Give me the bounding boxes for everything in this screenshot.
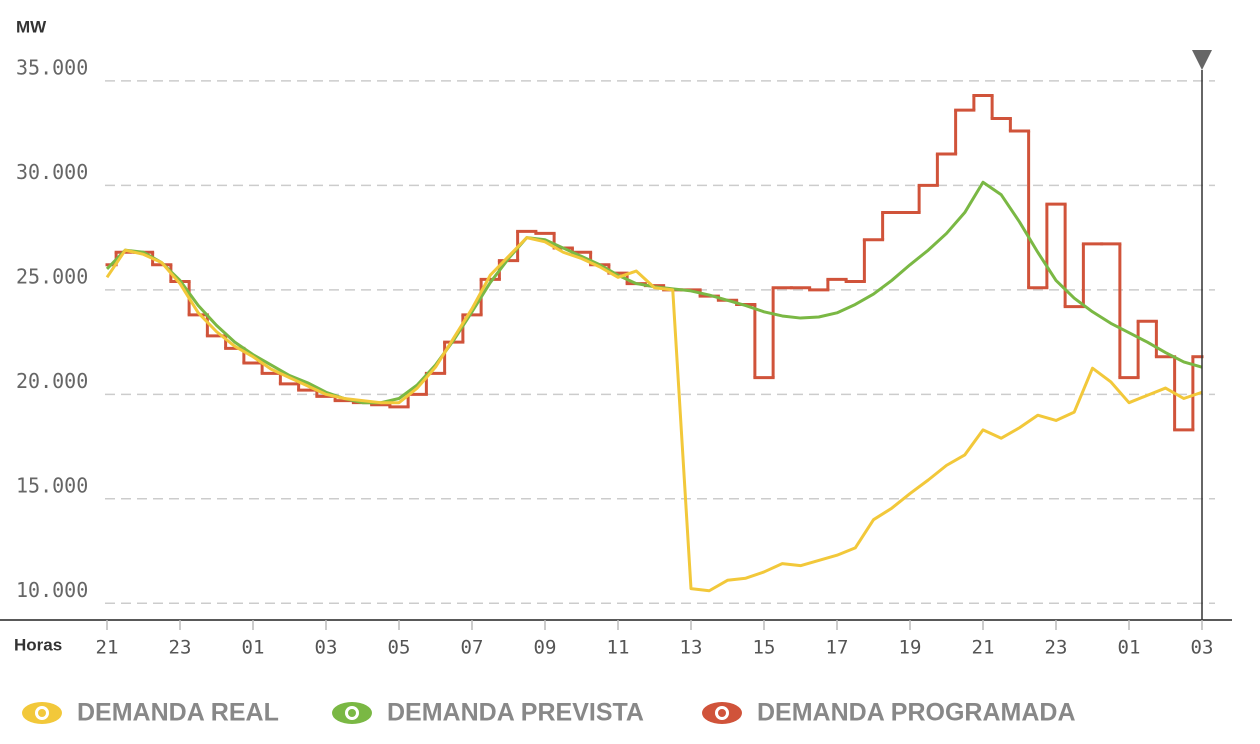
series-line <box>105 236 1203 593</box>
x-tick-label: 13 <box>680 637 703 659</box>
x-tick-label: 03 <box>1191 637 1214 659</box>
y-axis-title: MW <box>16 17 47 36</box>
legend-icon-pupil <box>348 709 356 717</box>
legend-icon-pupil <box>718 709 726 717</box>
x-tick-label: 11 <box>607 637 630 659</box>
y-tick-label: 25.000 <box>16 264 88 288</box>
legend-label: DEMANDA REAL <box>77 699 279 727</box>
now-marker-handle[interactable] <box>1192 50 1212 70</box>
x-tick-label: 17 <box>826 637 849 659</box>
x-tick-label: 01 <box>1118 637 1141 659</box>
x-tick-label: 15 <box>753 637 776 659</box>
x-tick-label: 21 <box>96 637 119 659</box>
y-tick-label: 35.000 <box>16 55 88 79</box>
legend-item[interactable]: DEMANDA PROGRAMADA <box>702 699 1076 727</box>
x-tick-label: 07 <box>461 637 484 659</box>
x-tick-label: 21 <box>972 637 995 659</box>
y-tick-label: 30.000 <box>16 160 88 184</box>
step-series <box>105 94 1204 432</box>
grid <box>105 80 1215 605</box>
x-tick-label: 23 <box>1045 637 1068 659</box>
x-tick-label: 01 <box>242 637 265 659</box>
y-tick-label: 20.000 <box>16 369 88 393</box>
legend-icon-pupil <box>38 709 46 717</box>
plot-area <box>105 94 1204 593</box>
legend: DEMANDA REAL DEMANDA PREVISTA DEMANDA PROG… <box>22 699 1076 727</box>
x-tick-label: 19 <box>899 637 922 659</box>
legend-label: DEMANDA PROGRAMADA <box>757 699 1076 727</box>
x-axis-title: Horas <box>14 635 62 654</box>
y-tick-label: 10.000 <box>16 578 88 602</box>
legend-item[interactable]: DEMANDA REAL <box>22 699 279 727</box>
x-tick-label: 05 <box>388 637 411 659</box>
legend-label: DEMANDA PREVISTA <box>387 699 644 727</box>
y-tick-label: 15.000 <box>16 473 88 497</box>
x-tick-label: 03 <box>315 637 338 659</box>
x-tick-label: 23 <box>169 637 192 659</box>
x-tick-label: 09 <box>534 637 557 659</box>
legend-item[interactable]: DEMANDA PREVISTA <box>332 699 644 727</box>
